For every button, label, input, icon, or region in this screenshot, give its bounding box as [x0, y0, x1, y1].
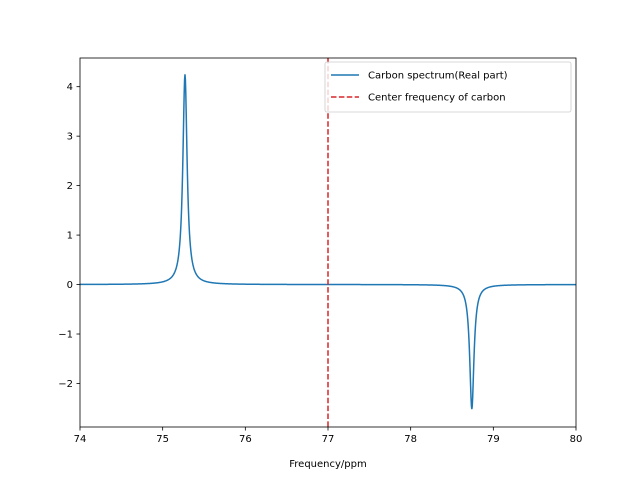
- y-tick-label: 1: [67, 231, 73, 242]
- y-tick-label: 3: [67, 132, 73, 143]
- legend-label: Center frequency of carbon: [368, 93, 506, 104]
- x-tick-label: 75: [156, 434, 169, 445]
- y-tick-label: 4: [67, 82, 73, 93]
- legend-box: [324, 61, 572, 113]
- x-tick-label: 79: [487, 434, 500, 445]
- plot-area: [80, 58, 576, 427]
- legend: Carbon spectrum(Real part) Center frequen…: [324, 61, 572, 113]
- y-tick-label: 0: [67, 280, 73, 291]
- axes: 74 75 76 77 78 79 80 −2 −1 0 1 2 3 4: [58, 57, 583, 445]
- x-tick-label: 80: [570, 434, 583, 445]
- legend-label: Carbon spectrum(Real part): [368, 71, 508, 82]
- x-axis-label: Frequency/ppm: [289, 459, 366, 470]
- x-tick-label: 74: [74, 434, 87, 445]
- y-tick-label: 2: [67, 181, 73, 192]
- y-tick-label: −2: [58, 379, 73, 390]
- y-tick-label: −1: [58, 330, 73, 341]
- x-tick-label: 77: [322, 434, 335, 445]
- x-tick-label: 76: [239, 434, 252, 445]
- x-tick-label: 78: [404, 434, 417, 445]
